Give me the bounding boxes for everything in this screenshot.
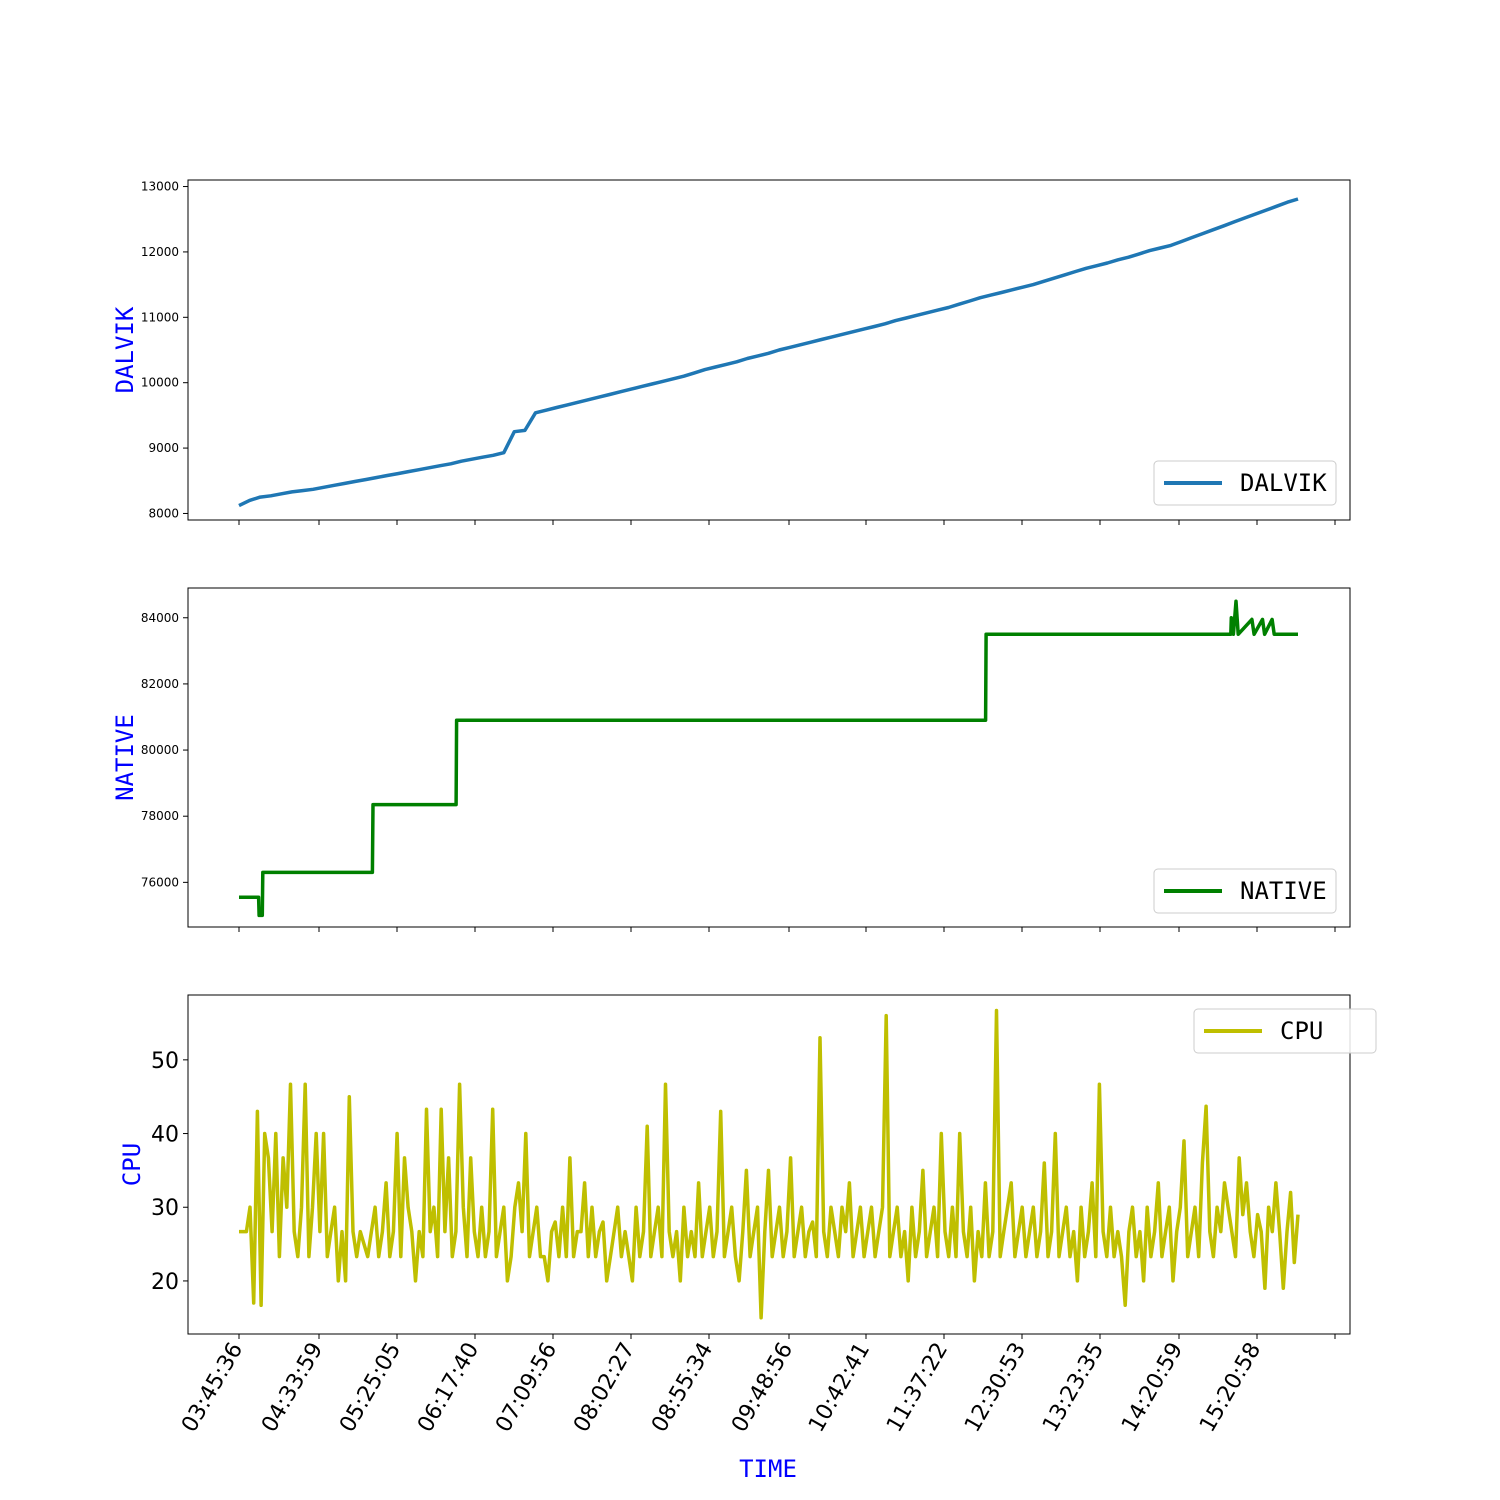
series-line-dalvik <box>238 197 1299 508</box>
panel-cpu: 20 30 40 50 03:45:36 04:33:59 05:25:05 06:17:40… <box>118 994 1377 1437</box>
y-tick-label: 40 <box>151 1123 179 1148</box>
y-axis-label: DALVIK <box>111 306 139 393</box>
y-tick-label: 9000 <box>148 441 179 455</box>
x-tick-label: 12:30:53 <box>960 1339 1031 1437</box>
x-tick-label: 04:33:59 <box>257 1339 328 1437</box>
x-tick-label: 13:23:35 <box>1038 1339 1109 1437</box>
y-axis-label: NATIVE <box>111 714 139 801</box>
legend-label: DALVIK <box>1240 469 1327 497</box>
legend-label: CPU <box>1280 1017 1323 1045</box>
panel-native: 76000 78000 80000 82000 84000 NATIVE NATIVE <box>111 587 1351 932</box>
x-tick-label: 06:17:40 <box>413 1339 484 1437</box>
x-tick-label: 14:20:59 <box>1117 1339 1188 1437</box>
x-tick-label: 05:25:05 <box>335 1339 406 1437</box>
y-tick-label: 78000 <box>141 809 179 823</box>
legend: NATIVE <box>1153 868 1337 914</box>
x-tick-label: 08:55:34 <box>647 1339 718 1437</box>
y-tick-label: 11000 <box>141 310 179 324</box>
x-tick-label: 11:37:22 <box>882 1339 953 1437</box>
x-tick-label: 08:02:27 <box>569 1339 640 1437</box>
legend-box <box>1193 1008 1377 1054</box>
legend: CPU <box>1193 1008 1377 1054</box>
x-axis-label: TIME <box>739 1455 797 1483</box>
series-line-cpu <box>239 1008 1300 1320</box>
y-tick-label: 84000 <box>141 611 179 625</box>
series-line-native <box>239 599 1298 918</box>
y-axis-label: CPU <box>118 1143 146 1186</box>
x-tick-label: 03:45:36 <box>177 1339 248 1437</box>
legend-label: NATIVE <box>1240 877 1327 905</box>
x-tick-label: 10:42:41 <box>804 1339 875 1437</box>
y-tick-label: 30 <box>151 1196 179 1221</box>
y-tick-label: 8000 <box>148 506 179 520</box>
y-tick-label: 82000 <box>141 677 179 691</box>
axes-frame <box>187 587 1351 928</box>
legend: DALVIK <box>1153 460 1337 506</box>
axes-frame <box>187 179 1351 521</box>
y-tick-label: 10000 <box>141 376 179 390</box>
panel-dalvik: 8000 9000 10000 11000 12000 13000 DALVIK DALVIK <box>111 179 1351 525</box>
y-tick-label: 20 <box>151 1270 179 1295</box>
y-tick-label: 80000 <box>141 743 179 757</box>
x-tick-label: 15:20:58 <box>1195 1339 1266 1437</box>
y-tick-label: 12000 <box>141 245 179 259</box>
axes-frame <box>187 994 1351 1335</box>
legend-box <box>1153 460 1337 506</box>
x-tick-label: 09:48:56 <box>727 1339 798 1437</box>
y-tick-label: 76000 <box>141 875 179 889</box>
y-tick-label: 13000 <box>141 180 179 194</box>
x-tick-label: 07:09:56 <box>491 1339 562 1437</box>
y-tick-label: 50 <box>151 1049 179 1074</box>
legend-box <box>1153 868 1337 914</box>
